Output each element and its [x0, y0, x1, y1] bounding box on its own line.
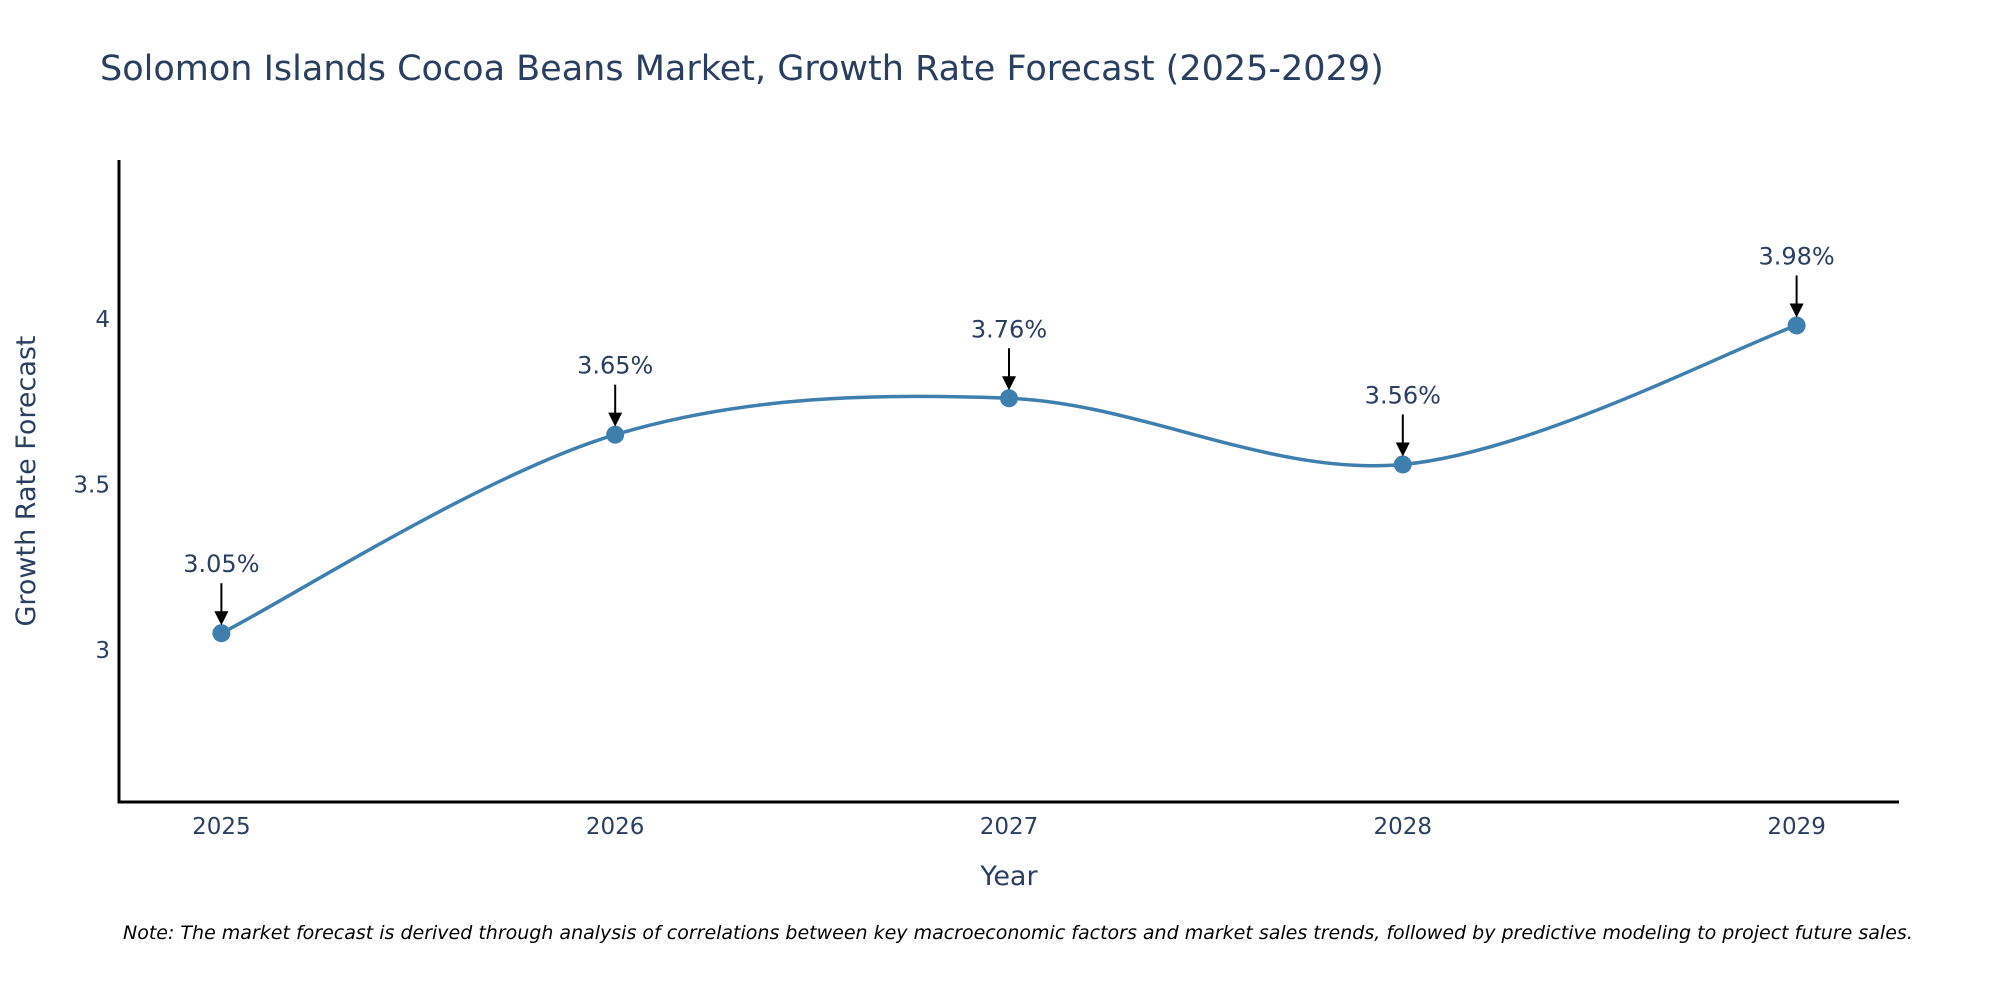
annotation-arrow-head: [608, 412, 623, 427]
y-tick-labels: 33.54: [73, 307, 110, 664]
data-label-2027: 3.76%: [971, 315, 1047, 343]
chart-title: Solomon Islands Cocoa Beans Market, Grow…: [100, 49, 1384, 89]
annotation-arrow-head: [1002, 376, 1016, 391]
x-tick-label: 2025: [192, 814, 251, 840]
y-tick-label: 4: [95, 307, 110, 333]
data-label-2026: 3.65%: [577, 352, 653, 380]
data-label-2025: 3.05%: [183, 550, 259, 578]
y-axis-title: Growth Rate Forecast: [11, 335, 42, 626]
data-point-2029[interactable]: [1787, 316, 1806, 335]
y-tick-label: 3: [95, 638, 110, 664]
annotation-arrow-head: [214, 611, 229, 626]
data-point-2025[interactable]: [212, 624, 231, 643]
annotation-layer: 3.05% 3.65% 3.76% 3.56% 3.98%: [183, 242, 1835, 626]
data-point-2026[interactable]: [606, 425, 625, 444]
data-label-2029: 3.98%: [1758, 242, 1834, 270]
series-layer: [212, 316, 1806, 643]
data-point-2028[interactable]: [1393, 455, 1412, 474]
data-label-2028: 3.56%: [1365, 381, 1441, 409]
x-tick-label: 2027: [980, 814, 1039, 840]
x-tick-label: 2026: [586, 814, 645, 840]
x-tick-labels: 2025 2026 2027 2028 2029: [192, 814, 1826, 840]
plot-area: 3.05% 3.65% 3.76% 3.56% 3.98%: [117, 160, 1899, 804]
annotation-arrow-head: [1395, 442, 1410, 457]
x-tick-label: 2028: [1374, 814, 1433, 840]
data-point-2027[interactable]: [1000, 389, 1018, 408]
annotation-arrow-head: [1789, 303, 1804, 318]
y-tick-label: 3.5: [73, 472, 110, 498]
footnote: Note: The market forecast is derived thr…: [123, 922, 1913, 944]
x-tick-label: 2029: [1767, 814, 1826, 840]
x-axis-title: Year: [979, 861, 1038, 892]
